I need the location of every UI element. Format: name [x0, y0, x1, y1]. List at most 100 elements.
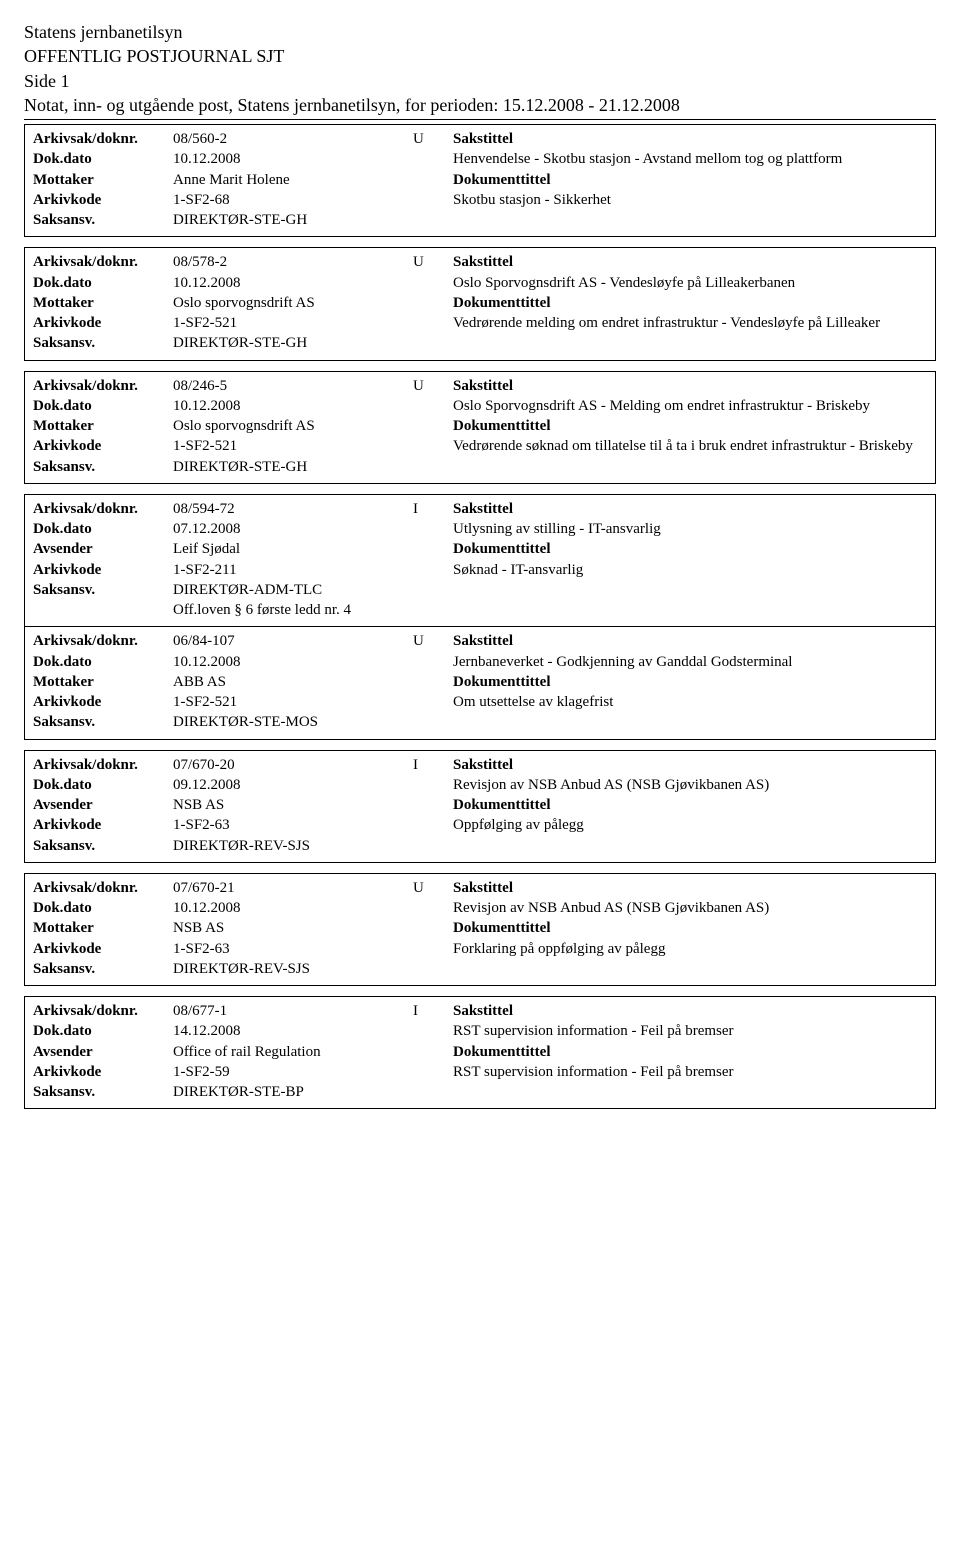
value-dokdato: 14.12.2008: [173, 1021, 413, 1041]
value-party: NSB AS: [173, 918, 413, 938]
value-direction: I: [413, 1001, 453, 1021]
label-saksansv: Saksansv.: [33, 580, 173, 600]
value-party: ABB AS: [173, 672, 413, 692]
value-doknr: 08/560-2: [173, 129, 413, 149]
value-saksansv: DIREKTØR-STE-GH: [173, 210, 413, 230]
journal-entry: Arkivsak/doknr.08/594-72ISakstittelDok.d…: [24, 494, 936, 627]
label-dokumenttittel: Dokumenttittel: [453, 293, 927, 313]
label-arkivkode: Arkivkode: [33, 692, 173, 712]
value-doktittel: Søknad - IT-ansvarlig: [453, 560, 927, 580]
value-dokdato: 10.12.2008: [173, 149, 413, 169]
value-party: Office of rail Regulation: [173, 1042, 413, 1062]
value-doknr: 06/84-107: [173, 631, 413, 651]
value-doknr: 08/677-1: [173, 1001, 413, 1021]
label-party: Mottaker: [33, 918, 173, 938]
label-arkivsak: Arkivsak/doknr.: [33, 755, 173, 775]
label-arkivkode: Arkivkode: [33, 436, 173, 456]
label-arkivsak: Arkivsak/doknr.: [33, 129, 173, 149]
value-dokdato: 07.12.2008: [173, 519, 413, 539]
label-party: Avsender: [33, 1042, 173, 1062]
value-direction: I: [413, 755, 453, 775]
value-sakstittel: Oslo Sporvognsdrift AS - Melding om endr…: [453, 396, 927, 416]
journal-entry: Arkivsak/doknr.08/677-1ISakstittel Dok.da…: [24, 996, 936, 1109]
entries-list: Arkivsak/doknr.08/560-2USakstittelDok.da…: [24, 124, 936, 1109]
header-page: Side 1: [24, 69, 936, 93]
label-saksansv: Saksansv.: [33, 210, 173, 230]
label-saksansv: Saksansv.: [33, 1082, 173, 1102]
label-dokdato: Dok.dato: [33, 652, 173, 672]
value-direction: I: [413, 499, 453, 519]
label-party: Mottaker: [33, 672, 173, 692]
value-offloven: Off.loven § 6 første ledd nr. 4: [173, 600, 413, 620]
value-doknr: 08/246-5: [173, 376, 413, 396]
value-sakstittel: RST supervision information - Feil på br…: [453, 1021, 927, 1041]
value-arkivkode: 1-SF2-63: [173, 939, 413, 959]
value-sakstittel: Utlysning av stilling - IT-ansvarlig: [453, 519, 927, 539]
value-party: Anne Marit Holene: [173, 170, 413, 190]
value-saksansv: DIREKTØR-REV-SJS: [173, 959, 413, 979]
label-sakstittel: Sakstittel: [453, 755, 927, 775]
label-dokumenttittel: Dokumenttittel: [453, 1042, 927, 1062]
label-arkivkode: Arkivkode: [33, 313, 173, 333]
label-arkivsak: Arkivsak/doknr.: [33, 878, 173, 898]
label-dokdato: Dok.dato: [33, 396, 173, 416]
label-dokumenttittel: Dokumenttittel: [453, 539, 927, 559]
label-dokdato: Dok.dato: [33, 519, 173, 539]
value-direction: U: [413, 129, 453, 149]
value-arkivkode: 1-SF2-63: [173, 815, 413, 835]
value-arkivkode: 1-SF2-59: [173, 1062, 413, 1082]
label-arkivsak: Arkivsak/doknr.: [33, 499, 173, 519]
label-saksansv: Saksansv.: [33, 712, 173, 732]
header-title: OFFENTLIG POSTJOURNAL SJT: [24, 44, 936, 68]
journal-entry: Arkivsak/doknr.08/246-5USakstittelDok.da…: [24, 371, 936, 484]
value-arkivkode: 1-SF2-521: [173, 692, 413, 712]
value-dokdato: 10.12.2008: [173, 273, 413, 293]
label-sakstittel: Sakstittel: [453, 1001, 927, 1021]
value-dokdato: 10.12.2008: [173, 652, 413, 672]
label-arkivkode: Arkivkode: [33, 560, 173, 580]
label-sakstittel: Sakstittel: [453, 252, 927, 272]
label-sakstittel: Sakstittel: [453, 499, 927, 519]
label-saksansv: Saksansv.: [33, 836, 173, 856]
label-party: Avsender: [33, 795, 173, 815]
label-saksansv: Saksansv.: [33, 959, 173, 979]
value-sakstittel: Henvendelse - Skotbu stasjon - Avstand m…: [453, 149, 927, 169]
value-arkivkode: 1-SF2-211: [173, 560, 413, 580]
value-direction: U: [413, 631, 453, 651]
value-party: Oslo sporvognsdrift AS: [173, 293, 413, 313]
value-dokdato: 10.12.2008: [173, 396, 413, 416]
value-doknr: 07/670-20: [173, 755, 413, 775]
label-party: Avsender: [33, 539, 173, 559]
label-sakstittel: Sakstittel: [453, 878, 927, 898]
label-party: Mottaker: [33, 170, 173, 190]
journal-entry: Arkivsak/doknr.08/578-2USakstittelDok.da…: [24, 247, 936, 360]
value-doktittel: Oppfølging av pålegg: [453, 815, 927, 835]
value-dokdato: 10.12.2008: [173, 898, 413, 918]
value-saksansv: DIREKTØR-STE-GH: [173, 333, 413, 353]
value-dokdato: 09.12.2008: [173, 775, 413, 795]
label-party: Mottaker: [33, 293, 173, 313]
label-dokdato: Dok.dato: [33, 898, 173, 918]
header-period: Notat, inn- og utgående post, Statens je…: [24, 93, 936, 120]
value-doktittel: Om utsettelse av klagefrist: [453, 692, 927, 712]
label-party: Mottaker: [33, 416, 173, 436]
label-arkivsak: Arkivsak/doknr.: [33, 631, 173, 651]
label-arkivkode: Arkivkode: [33, 815, 173, 835]
label-arkivsak: Arkivsak/doknr.: [33, 1001, 173, 1021]
value-direction: U: [413, 878, 453, 898]
journal-entry: Arkivsak/doknr.08/560-2USakstittelDok.da…: [24, 124, 936, 237]
value-direction: U: [413, 252, 453, 272]
label-saksansv: Saksansv.: [33, 333, 173, 353]
label-arkivkode: Arkivkode: [33, 1062, 173, 1082]
label-dokdato: Dok.dato: [33, 1021, 173, 1041]
label-dokdato: Dok.dato: [33, 149, 173, 169]
label-dokdato: Dok.dato: [33, 775, 173, 795]
value-doktittel: RST supervision information - Feil på br…: [453, 1062, 927, 1082]
value-doktittel: Vedrørende melding om endret infrastrukt…: [453, 313, 927, 333]
label-dokumenttittel: Dokumenttittel: [453, 416, 927, 436]
header-org: Statens jernbanetilsyn: [24, 20, 936, 44]
value-party: Leif Sjødal: [173, 539, 413, 559]
label-arkivsak: Arkivsak/doknr.: [33, 252, 173, 272]
label-sakstittel: Sakstittel: [453, 631, 927, 651]
value-saksansv: DIREKTØR-ADM-TLC: [173, 580, 413, 600]
